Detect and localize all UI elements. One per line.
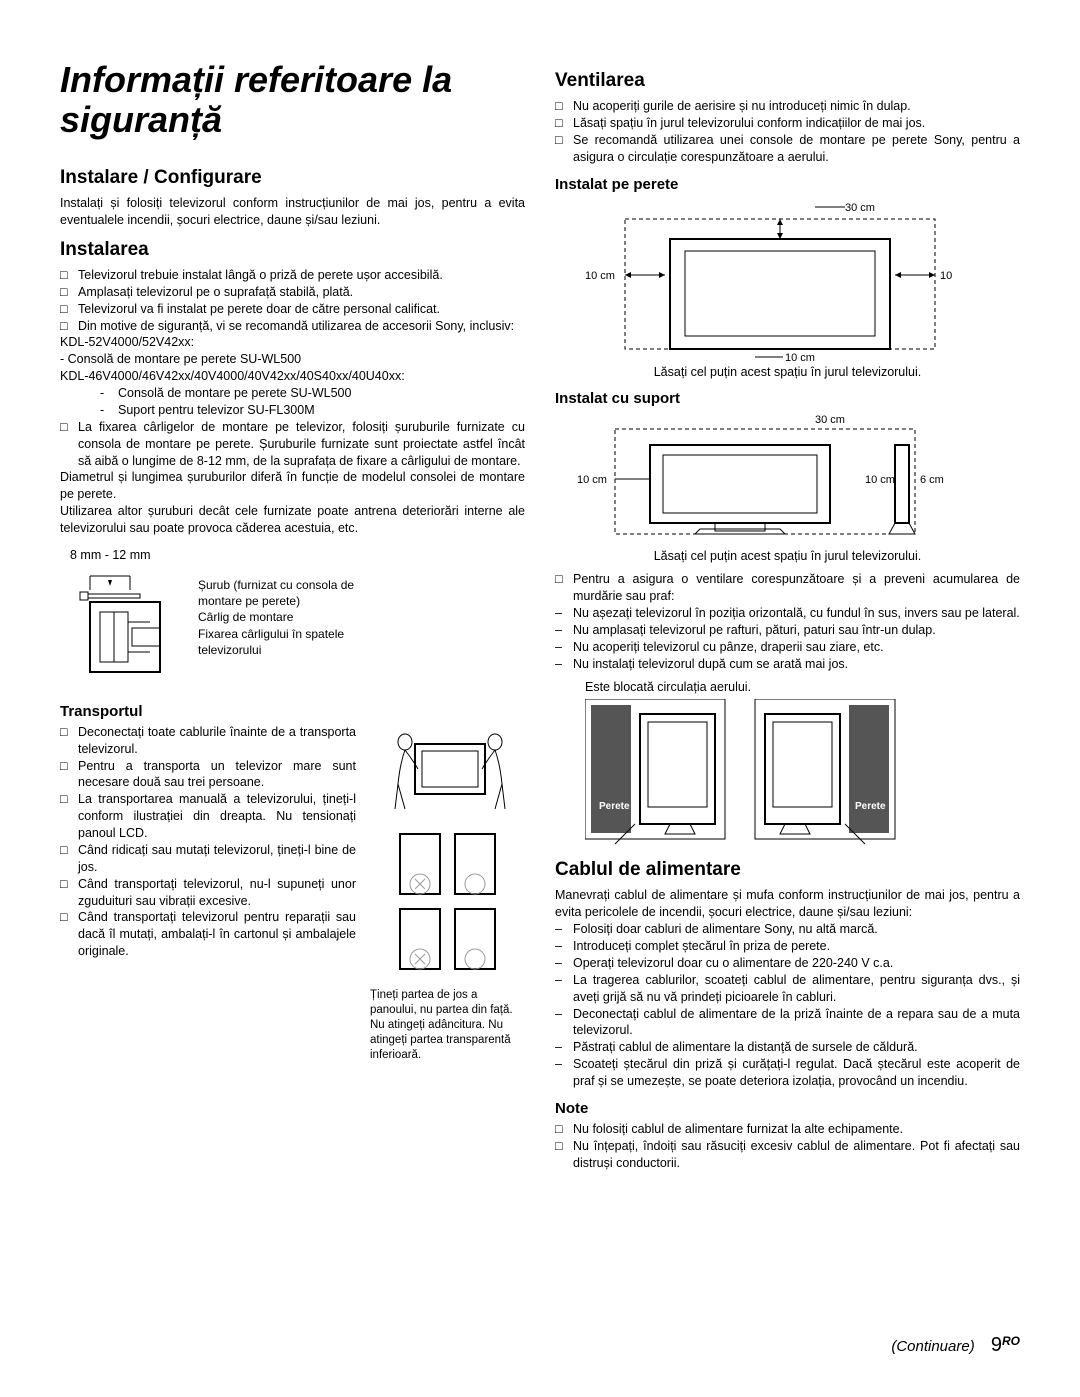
list-item: –Nu acoperiți televizorul cu pânze, drap… — [555, 639, 1020, 656]
list-item: –Nu instalați televizorul după cum se ar… — [555, 656, 1020, 673]
right-column: Ventilarea □Nu acoperiți gurile de aeris… — [555, 60, 1020, 1172]
transport-caption: Țineți partea de jos a panoului, nu part… — [370, 988, 525, 1063]
transport-text: □Deconectați toate cablurile înainte de … — [60, 724, 356, 1063]
para: Diametrul și lungimea șuruburilor diferă… — [60, 469, 525, 503]
list-item: □Nu acoperiți gurile de aerisire și nu i… — [555, 98, 1020, 115]
sub-item: -Suport pentru televizor SU-FL300M — [60, 402, 525, 419]
blocked-caption: Este blocată circulația aerului. — [585, 679, 1020, 696]
left-column: Informații referitoare la siguranță Inst… — [60, 60, 525, 1172]
dim-label: 30 cm — [815, 414, 845, 426]
heading-install-config: Instalare / Configurare — [60, 167, 525, 189]
para: Utilizarea altor șuruburi decât cele fur… — [60, 503, 525, 537]
heading-note: Note — [555, 1100, 1020, 1117]
list-item: □Nu folosiți cablul de alimentare furniz… — [555, 1121, 1020, 1138]
list-item: –Nu amplasați televizorul pe rafturi, pă… — [555, 622, 1020, 639]
heading-instalarea: Instalarea — [60, 239, 525, 261]
perete-label: Perete — [599, 801, 630, 812]
list-item: □Din motive de siguranță, vi se recomand… — [60, 318, 525, 335]
list-item: □Nu înțepați, îndoiți sau răsuciți exces… — [555, 1138, 1020, 1172]
list-item: □La fixarea cârligelor de montare pe tel… — [60, 419, 525, 470]
list-item: –Operați televizorul doar cu o alimentar… — [555, 955, 1020, 972]
heading-stand: Instalat cu suport — [555, 390, 1020, 407]
list-item: –Introduceți complet ștecărul în priza d… — [555, 938, 1020, 955]
wall-diagram: 30 cm 10 cm 10 cm 10 cm Lăsați cel pu — [555, 199, 1020, 381]
continuation: (Continuare) — [891, 1338, 974, 1355]
stand-caption: Lăsați cel puțin acest spațiu în jurul t… — [555, 548, 1020, 565]
dim-label: 30 cm — [845, 202, 875, 214]
list-item: –Scoateți ștecărul din priză și curățați… — [555, 1056, 1020, 1090]
screw-diagram: 8 mm - 12 mm Șurub (furnizat cu conso — [70, 547, 525, 693]
list-item: □Televizorul trebuie instalat lângă o pr… — [60, 267, 525, 284]
wall-caption: Lăsați cel puțin acest spațiu în jurul t… — [555, 364, 1020, 381]
list-item: □Se recomandă utilizarea unei console de… — [555, 132, 1020, 166]
dim-label: 10 cm — [940, 270, 955, 282]
dim-label: 10 cm — [785, 352, 815, 364]
model-line: KDL-46V4000/46V42xx/40V4000/40V42xx/40S4… — [60, 368, 525, 385]
list-item: □Televizorul va fi instalat pe perete do… — [60, 301, 525, 318]
page-number: 9 — [991, 1334, 1002, 1356]
blocked-air-diagram: Este blocată circulația aerului. Perete … — [585, 679, 1020, 850]
screw-caption: Șurub (furnizat cu consola de montare pe… — [198, 577, 378, 658]
cable-intro: Manevrați cablul de alimentare și mufa c… — [555, 887, 1020, 921]
hold-tv-icon — [370, 829, 525, 979]
list-item: –Păstrați cablul de alimentare la distan… — [555, 1039, 1020, 1056]
list-item: □Lăsați spațiu în jurul televizorului co… — [555, 115, 1020, 132]
stand-diagram: 30 cm 10 cm 10 cm 6 cm Lăsați cel puțin … — [555, 413, 1020, 565]
carry-tv-icon — [370, 724, 525, 824]
page-title: Informații referitoare la siguranță — [60, 60, 525, 139]
list-item: –Folosiți doar cabluri de alimentare Son… — [555, 921, 1020, 938]
model-sub: - Consolă de montare pe perete SU-WL500 — [60, 351, 525, 368]
dim-label: 10 cm — [577, 474, 607, 486]
list-item: –Deconectați cablul de alimentare de la … — [555, 1006, 1020, 1040]
screw-icon — [70, 568, 180, 688]
page-suffix: RO — [1002, 1334, 1020, 1348]
heading-cable: Cablul de alimentare — [555, 859, 1020, 881]
list-item: –Nu așezați televizorul în poziția orizo… — [555, 605, 1020, 622]
dim-label: 10 cm — [865, 474, 895, 486]
list-item: □Pentru a asigura o ventilare corespunză… — [555, 571, 1020, 605]
dim-label: 6 cm — [920, 474, 944, 486]
para-install-config: Instalați și folosiți televizorul confor… — [60, 195, 525, 229]
screw-dimension: 8 mm - 12 mm — [70, 547, 180, 564]
heading-wall: Instalat pe perete — [555, 176, 1020, 193]
sub-item: -Consolă de montare pe perete SU-WL500 — [60, 385, 525, 402]
list-item: □Amplasați televizorul pe o suprafață st… — [60, 284, 525, 301]
perete-label: Perete — [855, 801, 886, 812]
dim-label: 10 cm — [585, 270, 615, 282]
list-item: –La tragerea cablurilor, scoateți cablul… — [555, 972, 1020, 1006]
page-footer: (Continuare) 9RO — [891, 1334, 1020, 1357]
model-line: KDL-52V4000/52V42xx: — [60, 334, 525, 351]
heading-transport: Transportul — [60, 703, 525, 720]
heading-ventilarea: Ventilarea — [555, 70, 1020, 92]
transport-figures: Țineți partea de jos a panoului, nu part… — [370, 724, 525, 1063]
